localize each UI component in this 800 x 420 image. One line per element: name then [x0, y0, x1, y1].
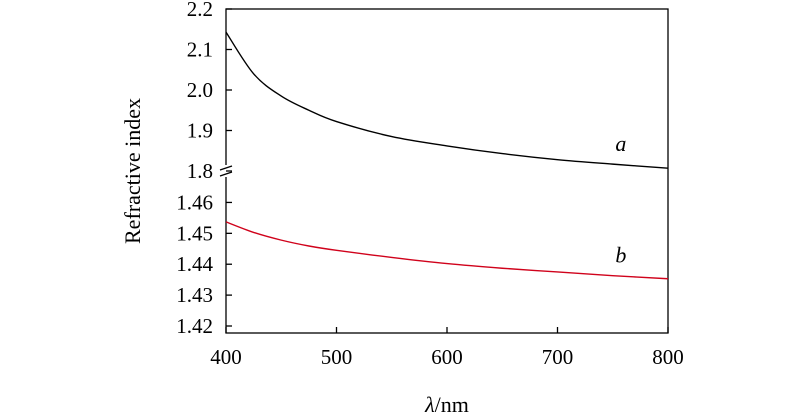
series-labels: ab	[615, 131, 626, 268]
x-tick-label-800: 800	[652, 345, 684, 369]
series-a-label: a	[615, 131, 626, 156]
x-tick-label-500: 500	[321, 345, 353, 369]
y-tick-label-1.8: 1.8	[187, 159, 213, 183]
y-tick-label-1.45: 1.45	[176, 221, 213, 245]
x-axis-symbol: λ	[424, 392, 435, 417]
y-tick-label-1.43: 1.43	[176, 283, 213, 307]
y-tick-label-1.42: 1.42	[176, 314, 213, 338]
y-tick-label-1.46: 1.46	[176, 190, 213, 214]
y-tick-label-2.2: 2.2	[187, 0, 213, 21]
x-axis-title: λ/nm	[424, 392, 469, 417]
x-tick-label-700: 700	[542, 345, 574, 369]
tick-labels: 400 500 600 700 800 1.8 1.9 2.0 2.1 2.2 1.42 1.43 1.…	[176, 0, 684, 369]
x-axis-unit: /nm	[435, 392, 469, 417]
plot-frame	[225, 8, 669, 334]
series-b-label: b	[615, 243, 626, 268]
series-a-line	[225, 31, 669, 169]
y-tick-label-2.0: 2.0	[187, 78, 213, 102]
y-tick-label-2.1: 2.1	[187, 38, 213, 62]
curves	[225, 31, 669, 280]
ticks	[225, 8, 669, 333]
y-tick-label-1.44: 1.44	[176, 252, 213, 276]
x-tick-label-400: 400	[210, 345, 242, 369]
y-tick-label-1.9: 1.9	[187, 119, 213, 143]
series-b-line	[225, 221, 669, 280]
y-axis-title: Refractive index	[120, 98, 145, 244]
x-tick-label-600: 600	[431, 345, 463, 369]
